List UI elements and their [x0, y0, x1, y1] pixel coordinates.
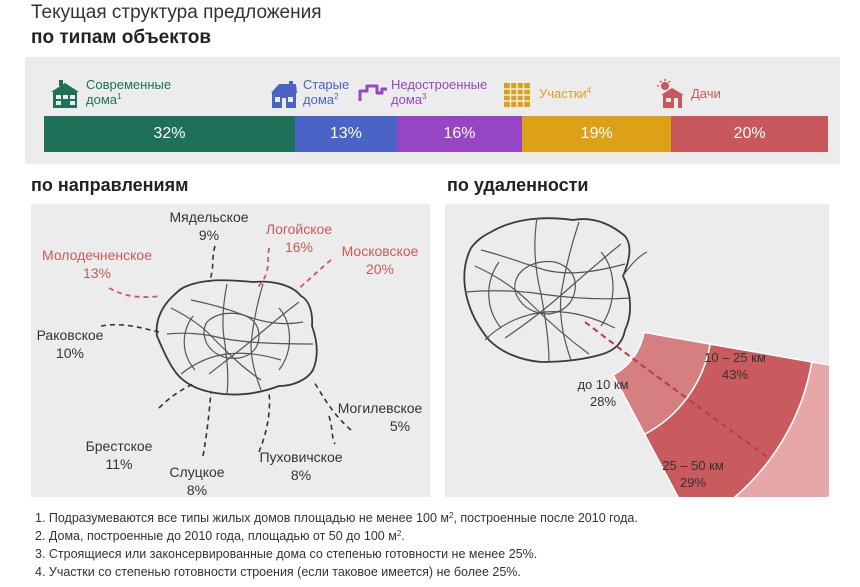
- distance-label-1: 10 – 25 км 43%: [704, 350, 766, 382]
- distance-panel: до 10 км 28% 10 – 25 км 43% 25 – 50 км 29%: [445, 204, 829, 497]
- legend-plots-label: Участки4: [539, 86, 592, 101]
- distance-map: [463, 217, 829, 497]
- footnote-3: 3. Строящиеся или законсервированные дом…: [35, 547, 538, 561]
- direction-moskovskoe: Московское 20%: [341, 243, 419, 277]
- directions-heading: по направлениям: [31, 175, 189, 195]
- direction-rakovskoe: Раковское 10%: [36, 327, 104, 361]
- legend-old-label: Старые дома2: [303, 77, 350, 107]
- plot-icon: [504, 83, 530, 107]
- directions-map: [100, 245, 352, 457]
- distance-sector-2: [733, 361, 829, 497]
- distance-label-0: до 10 км 28%: [577, 377, 629, 409]
- footnote-4: 4. Участки со степенью готовности строен…: [35, 565, 521, 579]
- city-outline: [155, 279, 318, 396]
- page-subtitle: по типам объектов: [31, 27, 212, 48]
- distance-axis-line: [584, 321, 771, 460]
- unfinished-house-icon: [358, 84, 387, 101]
- legend-unfinished-label: Недостроенные дома3: [391, 77, 488, 107]
- direction-puhovichskoe: Пуховичское 8%: [259, 449, 343, 483]
- city-outline-2: [463, 217, 631, 363]
- directions-gray-roads: [100, 245, 352, 457]
- directions-panel: Мядельское 9% Логойское 16% Молодечненское…: [31, 204, 430, 498]
- distance-label-2: 25 – 50 км 29%: [662, 458, 724, 490]
- direction-molodechnenskoe: Молодечненское 13%: [42, 247, 152, 281]
- legend-dachas-label: Дачи: [691, 86, 721, 101]
- direction-mogilevskoe: Могилевское 5%: [337, 400, 423, 434]
- direction-logoyskoe: Логойское 16%: [265, 221, 333, 255]
- footnote-1: 1. Подразумеваются все типы жилых домов …: [35, 511, 638, 525]
- directions-red-roads: [108, 247, 332, 298]
- legend-modern-label: Современные дома1: [86, 77, 172, 107]
- direction-myadelskoe: Мядельское 9%: [169, 209, 249, 243]
- types-panel: Современные дома1 Старые дома2 Недострое…: [25, 57, 840, 164]
- bar-segment-modern: 32%: [44, 116, 295, 152]
- bar-segment-old: 13%: [294, 116, 397, 152]
- direction-slutskoe: Слуцкое 8%: [169, 464, 225, 498]
- city-streets-2: [464, 217, 648, 363]
- city-streets: [166, 283, 314, 395]
- direction-brestskoe: Брестское 11%: [85, 438, 153, 472]
- footnote-2: 2. Дома, построенные до 2010 года, площа…: [35, 529, 405, 543]
- old-house-icon: [271, 81, 297, 108]
- modern-house-icon: [51, 80, 79, 108]
- bar-segment-dachas: 20%: [671, 116, 828, 152]
- bar-segment-unfinished: 16%: [396, 116, 523, 152]
- page-title: Текущая структура предложения: [31, 2, 322, 23]
- distance-sectors: [612, 331, 829, 497]
- bar-segment-plots: 19%: [522, 116, 672, 152]
- distance-heading: по удаленности: [447, 175, 589, 195]
- dacha-icon: [657, 79, 684, 108]
